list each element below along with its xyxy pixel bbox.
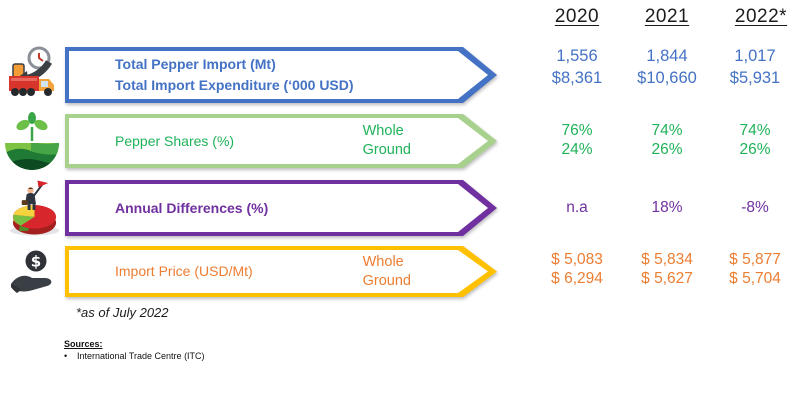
value: 1,844	[646, 47, 688, 65]
value: 18%	[651, 199, 683, 216]
value: 26%	[651, 141, 683, 158]
bullet-icon: •	[64, 351, 68, 361]
banner-fill	[69, 51, 488, 99]
value: $ 5,704	[729, 270, 781, 287]
year-header-2022: 2022*	[734, 6, 788, 27]
value: 24%	[561, 141, 593, 158]
row-label: Annual Differences (%)	[115, 199, 269, 216]
value: -8%	[741, 199, 769, 216]
value: 74%	[739, 122, 771, 139]
svg-text:$: $	[31, 253, 41, 271]
year-header-2021: 2021	[644, 6, 690, 27]
row-label: Total Pepper Import (Mt)	[115, 56, 276, 72]
import-truck-icon	[3, 46, 61, 104]
banner-import-price: Import Price (USD/Mt) Whole Ground	[65, 246, 497, 297]
value: $ 5,627	[641, 270, 693, 287]
value: $ 5,877	[729, 251, 781, 268]
value: 1,017	[734, 47, 776, 65]
value: 1,556	[556, 47, 598, 65]
sublabel-whole: Whole	[362, 123, 404, 139]
banner-fill	[69, 118, 488, 164]
row-label: Pepper Shares (%)	[115, 132, 235, 149]
value: n.a	[566, 199, 588, 216]
value: 76%	[561, 122, 593, 139]
row-label: Import Price (USD/Mt)	[115, 263, 253, 279]
money-hand-icon: $	[9, 248, 59, 298]
banner-total-import: Total Pepper Import (Mt) Total Import Ex…	[65, 47, 497, 103]
value: $8,361	[551, 69, 603, 87]
value: 74%	[651, 122, 683, 139]
value: 26%	[739, 141, 771, 158]
value: $ 6,294	[551, 270, 603, 287]
value: $5,931	[729, 69, 781, 87]
source-item: • International Trade Centre (ITC)	[64, 351, 205, 361]
value: $ 5,834	[641, 251, 693, 268]
footnote: *as of July 2022	[76, 305, 169, 320]
value: $10,660	[637, 69, 697, 87]
banner-annual-differences: Annual Differences (%)	[65, 180, 497, 236]
sublabel-whole: Whole	[362, 253, 404, 270]
row-label: Total Import Expenditure (‘000 USD)	[115, 77, 354, 93]
year-header-2020: 2020	[554, 6, 600, 27]
sublabel-ground: Ground	[362, 272, 411, 289]
pie-chart-person-icon	[7, 179, 62, 237]
sublabel-ground: Ground	[362, 142, 411, 158]
banner-fill	[69, 184, 488, 232]
sources-block: Sources: • International Trade Centre (IT…	[64, 339, 205, 361]
sources-title: Sources:	[64, 339, 103, 349]
value: $ 5,083	[551, 251, 603, 268]
banner-pepper-shares: Pepper Shares (%) Whole Ground	[65, 114, 497, 168]
agriculture-icon	[1, 111, 63, 171]
banner-fill	[69, 250, 488, 293]
